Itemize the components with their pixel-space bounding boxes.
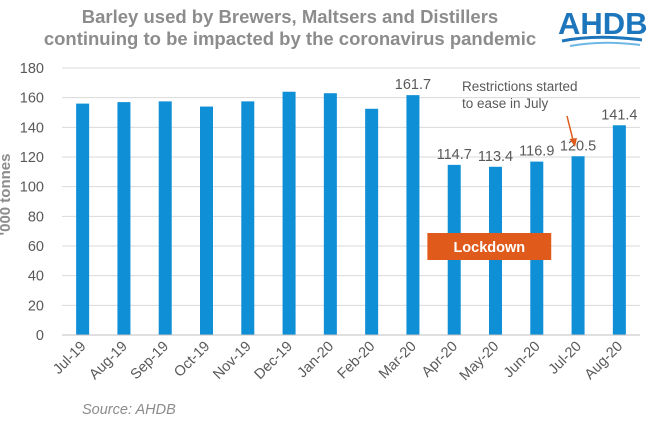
gridlines — [62, 67, 640, 306]
logo-swoosh-2 — [569, 41, 641, 47]
y-tick-label: 120 — [20, 150, 44, 166]
x-tick-label: Nov-19 — [210, 339, 254, 383]
bar-jul-19 — [76, 103, 90, 335]
data-labels: 161.7 114.7 113.4 116.9 120.5 141.4 — [395, 77, 638, 165]
bar-feb-20 — [365, 108, 379, 336]
restrictions-note-line-1: Restrictions started — [462, 79, 578, 94]
bar-dec-19 — [282, 91, 296, 335]
y-tick-label: 80 — [28, 209, 44, 225]
ahdb-logo: AHDB — [556, 4, 648, 50]
lockdown-box — [427, 233, 552, 260]
logo-swoosh — [561, 35, 643, 43]
x-tick-label: Apr-20 — [419, 339, 461, 381]
y-tick-label: 180 — [20, 61, 44, 77]
y-tick-label: 100 — [20, 180, 44, 196]
x-tick-label: Dec-19 — [252, 339, 296, 383]
y-tick-label: 20 — [28, 298, 44, 314]
chart-title: Barley used by Brewers, Maltsers and Dis… — [20, 6, 560, 50]
data-label: 141.4 — [601, 107, 637, 123]
bar-aug-20 — [612, 125, 626, 335]
bar-oct-19 — [200, 106, 213, 335]
y-tick-label: 160 — [20, 91, 44, 107]
x-tick-label: Oct-19 — [171, 339, 213, 381]
source-note: Source: AHDB — [82, 402, 176, 418]
bar-sep-19 — [158, 101, 172, 335]
data-label: 116.9 — [519, 144, 554, 160]
logo-wordmark: AHDB — [558, 6, 648, 41]
x-tick-label: Aug-19 — [86, 339, 130, 383]
x-tick-label: Jun-20 — [501, 339, 544, 382]
bar-jul-20 — [571, 156, 585, 335]
x-tick-label: Sep-19 — [128, 339, 172, 383]
y-tick-label: 60 — [28, 239, 44, 255]
restrictions-arrow — [566, 115, 574, 141]
x-tick-label: Jul-19 — [50, 339, 89, 378]
x-tick-label: Feb-20 — [335, 339, 379, 383]
bar-nov-19 — [241, 101, 255, 335]
y-tick-label: 140 — [20, 120, 44, 136]
x-tick-label: Aug-20 — [582, 339, 626, 383]
bars — [76, 91, 626, 336]
y-axis-ticks: 0 20 40 60 80 100 120 140 160 180 — [20, 61, 44, 344]
restrictions-arrow-head — [569, 138, 577, 147]
bar-jan-20 — [323, 93, 337, 335]
data-label: 114.7 — [437, 147, 472, 163]
title-line-1: Barley used by Brewers, Maltsers and Dis… — [81, 6, 499, 27]
y-tick-label: 40 — [28, 269, 44, 285]
data-label: 113.4 — [478, 149, 513, 165]
y-axis-label: '000 tonnes — [0, 154, 14, 236]
lockdown-label: Lockdown — [453, 240, 525, 256]
x-tick-label: Jan-20 — [295, 339, 338, 382]
data-label: 161.7 — [395, 77, 431, 93]
bar-mar-20 — [406, 95, 420, 336]
data-label: 120.5 — [560, 138, 596, 154]
x-tick-label: May-20 — [457, 339, 503, 385]
bar-aug-19 — [117, 102, 131, 335]
x-tick-label: Mar-20 — [376, 339, 420, 383]
y-tick-label: 0 — [36, 328, 44, 344]
restrictions-note-line-2: to ease in July — [462, 96, 549, 111]
x-tick-label: Jul-20 — [546, 339, 585, 378]
title-line-2: continuing to be impacted by the coronav… — [43, 28, 537, 49]
